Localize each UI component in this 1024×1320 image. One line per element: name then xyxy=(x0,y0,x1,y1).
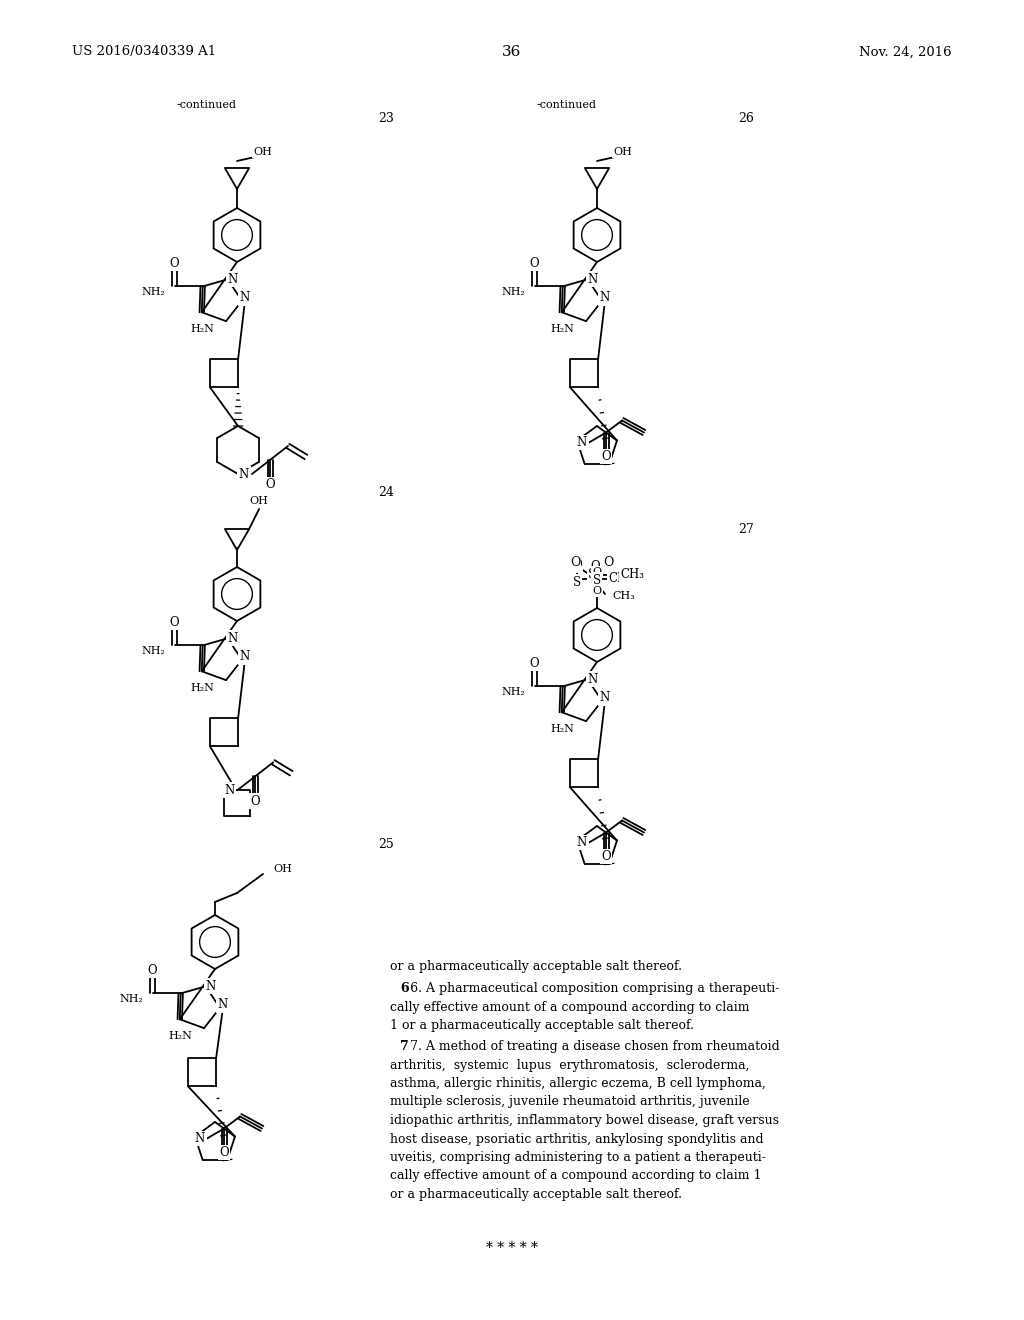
Text: 7: 7 xyxy=(400,1040,409,1053)
Text: NH₂: NH₂ xyxy=(120,994,143,1005)
Text: O: O xyxy=(147,964,158,977)
Text: O: O xyxy=(601,450,611,463)
Text: 7. A method of treating a disease chosen from rheumatoid
arthritis,  systemic  l: 7. A method of treating a disease chosen… xyxy=(390,1040,779,1201)
Text: N: N xyxy=(577,836,587,849)
Text: * * * * *: * * * * * xyxy=(486,1241,538,1255)
Text: CH₃: CH₃ xyxy=(612,591,635,601)
Text: 25: 25 xyxy=(378,838,394,851)
Text: -continued: -continued xyxy=(537,100,597,110)
Text: S: S xyxy=(588,569,596,582)
Text: O: O xyxy=(170,616,179,628)
Text: O: O xyxy=(569,557,581,569)
Text: N: N xyxy=(206,979,216,993)
Text: O: O xyxy=(529,657,540,671)
Text: N: N xyxy=(239,467,249,480)
Text: O: O xyxy=(601,850,611,863)
Text: O: O xyxy=(251,795,260,808)
Text: S: S xyxy=(593,573,601,586)
Text: N: N xyxy=(224,784,234,797)
Text: N: N xyxy=(227,632,238,645)
Text: N: N xyxy=(195,1133,205,1144)
Text: N: N xyxy=(588,273,598,286)
Text: US 2016/0340339 A1: US 2016/0340339 A1 xyxy=(72,45,216,58)
Text: O: O xyxy=(170,257,179,271)
Text: N: N xyxy=(227,273,238,286)
Text: 36: 36 xyxy=(503,45,521,59)
Text: N: N xyxy=(218,998,228,1011)
Text: 24: 24 xyxy=(378,486,394,499)
Text: O: O xyxy=(265,479,274,491)
Text: O: O xyxy=(593,586,601,597)
Text: NH₂: NH₂ xyxy=(141,647,166,656)
Text: 26: 26 xyxy=(738,112,754,125)
Text: -continued: -continued xyxy=(177,100,237,110)
Text: NH₂: NH₂ xyxy=(502,688,525,697)
Text: N: N xyxy=(600,692,610,705)
Text: O: O xyxy=(603,557,613,569)
Text: H₂N: H₂N xyxy=(550,725,574,734)
Text: 27: 27 xyxy=(738,523,754,536)
Text: NH₂: NH₂ xyxy=(502,288,525,297)
Text: N: N xyxy=(240,651,250,663)
Text: or a pharmaceutically acceptable salt thereof.: or a pharmaceutically acceptable salt th… xyxy=(390,960,682,973)
Text: H₂N: H₂N xyxy=(168,1031,193,1041)
Text: NH₂: NH₂ xyxy=(141,288,166,297)
Text: H₂N: H₂N xyxy=(190,684,214,693)
Text: 23: 23 xyxy=(378,112,394,125)
Text: OH: OH xyxy=(254,147,272,157)
Text: H₂N: H₂N xyxy=(550,325,574,334)
Text: OH: OH xyxy=(613,147,633,157)
Text: N: N xyxy=(588,673,598,686)
Text: Nov. 24, 2016: Nov. 24, 2016 xyxy=(859,45,952,58)
Text: O: O xyxy=(593,568,601,577)
Text: N: N xyxy=(577,436,587,449)
Text: CH₃: CH₃ xyxy=(620,569,644,582)
Text: O: O xyxy=(529,257,540,271)
Text: CH₃: CH₃ xyxy=(608,573,632,586)
Text: H₂N: H₂N xyxy=(190,325,214,334)
Text: 6. A pharmaceutical composition comprising a therapeuti-
cally effective amount : 6. A pharmaceutical composition comprisi… xyxy=(390,982,779,1032)
Text: N: N xyxy=(600,292,610,305)
Text: O: O xyxy=(572,558,582,572)
Text: 6: 6 xyxy=(400,982,409,995)
Text: O: O xyxy=(219,1146,228,1159)
Text: O: O xyxy=(590,560,600,573)
Text: OH: OH xyxy=(273,865,293,874)
Text: N: N xyxy=(240,292,250,305)
Text: S: S xyxy=(573,576,581,589)
Text: OH: OH xyxy=(250,496,268,506)
